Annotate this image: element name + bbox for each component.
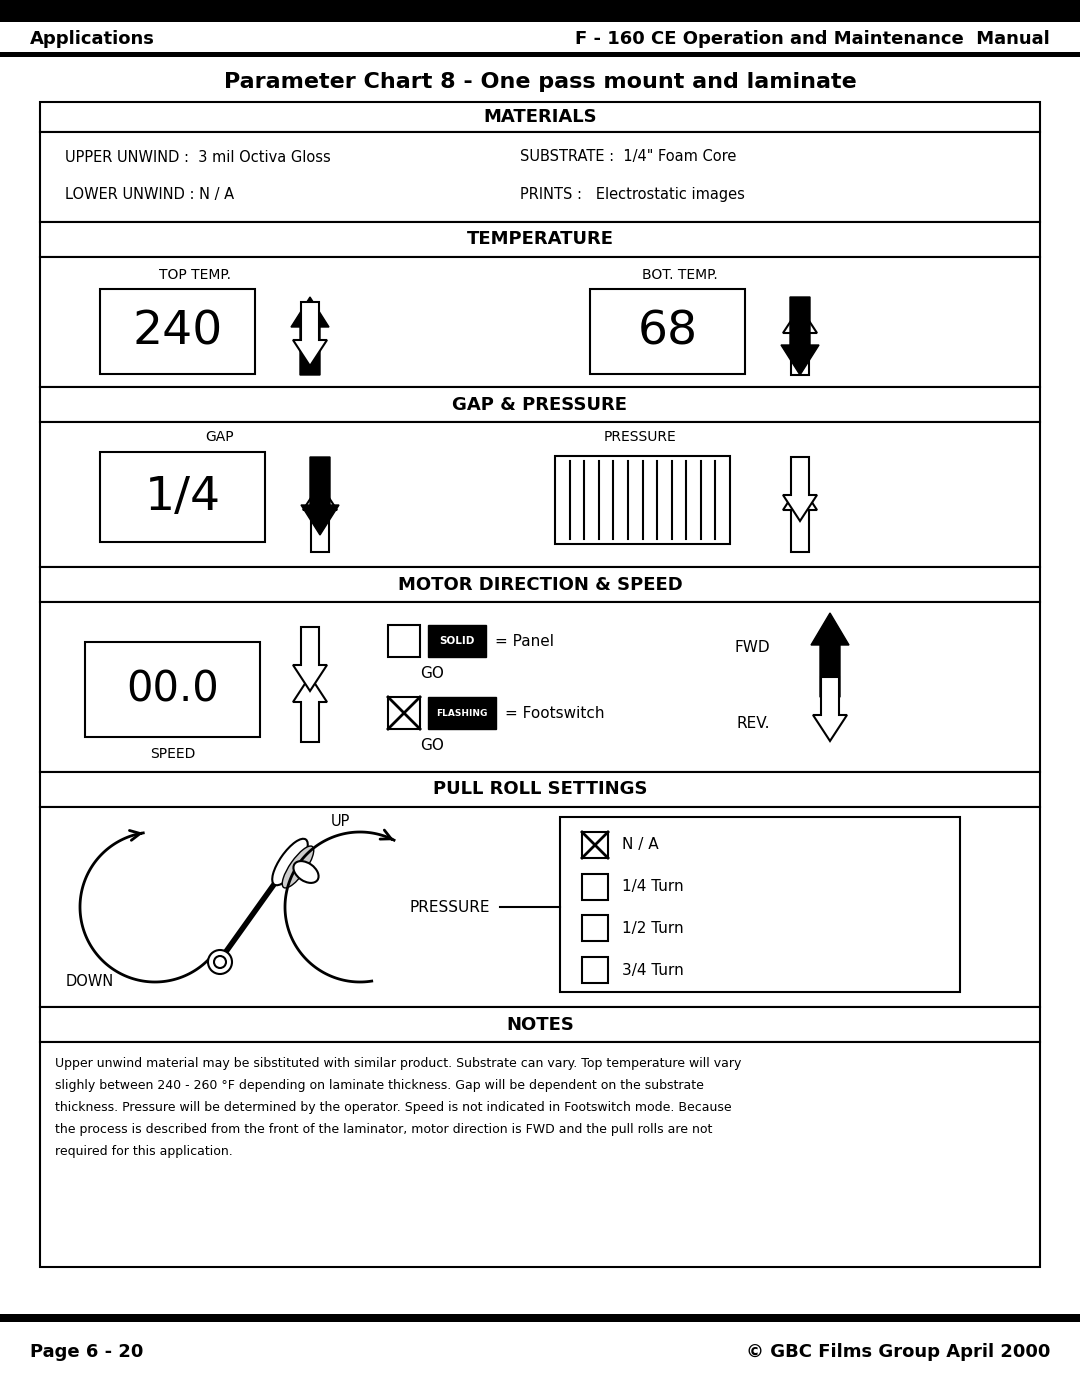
Bar bbox=[40, 602, 1040, 773]
Bar bbox=[40, 773, 1040, 807]
Text: PRESSURE: PRESSURE bbox=[604, 430, 676, 444]
Text: F - 160 CE Operation and Maintenance  Manual: F - 160 CE Operation and Maintenance Man… bbox=[576, 29, 1050, 47]
FancyArrow shape bbox=[293, 627, 327, 692]
Text: GAP: GAP bbox=[205, 430, 234, 444]
Text: NOTES: NOTES bbox=[507, 1016, 573, 1034]
Bar bbox=[428, 624, 486, 657]
FancyArrow shape bbox=[813, 678, 847, 740]
Text: PRESSURE: PRESSURE bbox=[409, 900, 490, 915]
Bar bbox=[40, 222, 1040, 257]
Text: slighly between 240 - 260 °F depending on laminate thickness. Gap will be depend: slighly between 240 - 260 °F depending o… bbox=[55, 1078, 704, 1092]
FancyArrow shape bbox=[293, 302, 327, 366]
Text: FWD: FWD bbox=[734, 640, 770, 655]
Text: = Footswitch: = Footswitch bbox=[505, 705, 605, 721]
Text: 68: 68 bbox=[638, 310, 698, 355]
Bar bbox=[40, 422, 1040, 567]
Text: 1/4: 1/4 bbox=[145, 475, 221, 520]
Text: PULL ROLL SETTINGS: PULL ROLL SETTINGS bbox=[433, 781, 647, 799]
Text: Applications: Applications bbox=[30, 29, 154, 47]
Bar bbox=[0, 0, 1080, 22]
Text: MOTOR DIRECTION & SPEED: MOTOR DIRECTION & SPEED bbox=[397, 576, 683, 594]
Ellipse shape bbox=[282, 847, 314, 888]
FancyArrow shape bbox=[783, 457, 816, 521]
Text: SUBSTRATE :  1/4" Foam Core: SUBSTRATE : 1/4" Foam Core bbox=[519, 149, 737, 165]
Bar bbox=[100, 453, 265, 542]
Text: DOWN: DOWN bbox=[66, 975, 114, 989]
Circle shape bbox=[214, 956, 226, 968]
Bar bbox=[582, 833, 608, 858]
Text: GO: GO bbox=[420, 665, 444, 680]
Bar bbox=[40, 567, 1040, 602]
Text: SPEED: SPEED bbox=[150, 747, 195, 761]
Text: thickness. Pressure will be determined by the operator. Speed is not indicated i: thickness. Pressure will be determined b… bbox=[55, 1101, 731, 1113]
Text: Page 6 - 20: Page 6 - 20 bbox=[30, 1343, 144, 1361]
Text: 3/4 Turn: 3/4 Turn bbox=[622, 963, 684, 978]
FancyArrow shape bbox=[301, 457, 339, 535]
Text: PRINTS :   Electrostatic images: PRINTS : Electrostatic images bbox=[519, 187, 745, 203]
Bar bbox=[582, 873, 608, 900]
Text: REV.: REV. bbox=[737, 717, 770, 732]
Ellipse shape bbox=[294, 861, 319, 883]
Bar bbox=[40, 1007, 1040, 1042]
Text: = Panel: = Panel bbox=[495, 633, 554, 648]
Bar bbox=[40, 257, 1040, 387]
Circle shape bbox=[208, 950, 232, 974]
Text: 00.0: 00.0 bbox=[126, 669, 219, 711]
Bar bbox=[40, 1042, 1040, 1267]
Text: UPPER UNWIND :  3 mil Octiva Gloss: UPPER UNWIND : 3 mil Octiva Gloss bbox=[65, 149, 330, 165]
Text: SOLID: SOLID bbox=[440, 636, 475, 645]
Text: Upper unwind material may be sibstituted with similar product. Substrate can var: Upper unwind material may be sibstituted… bbox=[55, 1058, 741, 1070]
Bar bbox=[388, 697, 420, 729]
Text: 1/2 Turn: 1/2 Turn bbox=[622, 921, 684, 936]
Text: TEMPERATURE: TEMPERATURE bbox=[467, 231, 613, 249]
Bar bbox=[388, 624, 420, 657]
FancyArrow shape bbox=[291, 298, 329, 374]
Text: N / A: N / A bbox=[622, 837, 659, 852]
Text: 1/4 Turn: 1/4 Turn bbox=[622, 879, 684, 894]
Text: the process is described from the front of the laminator, motor direction is FWD: the process is described from the front … bbox=[55, 1123, 713, 1136]
Text: Parameter Chart 8 - One pass mount and laminate: Parameter Chart 8 - One pass mount and l… bbox=[224, 73, 856, 92]
Text: UP: UP bbox=[330, 814, 350, 830]
Text: GO: GO bbox=[420, 738, 444, 753]
FancyArrow shape bbox=[781, 298, 819, 374]
Text: BOT. TEMP.: BOT. TEMP. bbox=[643, 268, 718, 282]
Bar bbox=[555, 455, 730, 543]
FancyArrow shape bbox=[783, 483, 816, 552]
Bar bbox=[0, 1315, 1080, 1322]
Text: © GBC Films Group April 2000: © GBC Films Group April 2000 bbox=[745, 1343, 1050, 1361]
Text: required for this application.: required for this application. bbox=[55, 1146, 233, 1158]
Bar bbox=[85, 643, 260, 738]
FancyArrow shape bbox=[783, 307, 816, 374]
Bar bbox=[0, 52, 1080, 57]
Bar bbox=[40, 387, 1040, 422]
FancyArrow shape bbox=[811, 613, 849, 697]
Bar bbox=[582, 957, 608, 983]
Text: 240: 240 bbox=[133, 310, 224, 355]
Text: LOWER UNWIND : N / A: LOWER UNWIND : N / A bbox=[65, 187, 234, 203]
Text: TOP TEMP.: TOP TEMP. bbox=[159, 268, 231, 282]
Bar bbox=[582, 915, 608, 942]
Bar bbox=[590, 289, 745, 374]
Bar bbox=[561, 817, 960, 992]
Bar bbox=[40, 807, 1040, 1007]
Text: GAP & PRESSURE: GAP & PRESSURE bbox=[453, 395, 627, 414]
Bar bbox=[40, 131, 1040, 222]
Bar bbox=[100, 289, 255, 374]
Text: FLASHING: FLASHING bbox=[436, 708, 488, 718]
Bar bbox=[428, 697, 496, 729]
FancyArrow shape bbox=[303, 483, 337, 552]
FancyArrow shape bbox=[293, 676, 327, 742]
Ellipse shape bbox=[272, 838, 308, 886]
Text: MATERIALS: MATERIALS bbox=[483, 108, 597, 126]
Bar bbox=[40, 102, 1040, 131]
